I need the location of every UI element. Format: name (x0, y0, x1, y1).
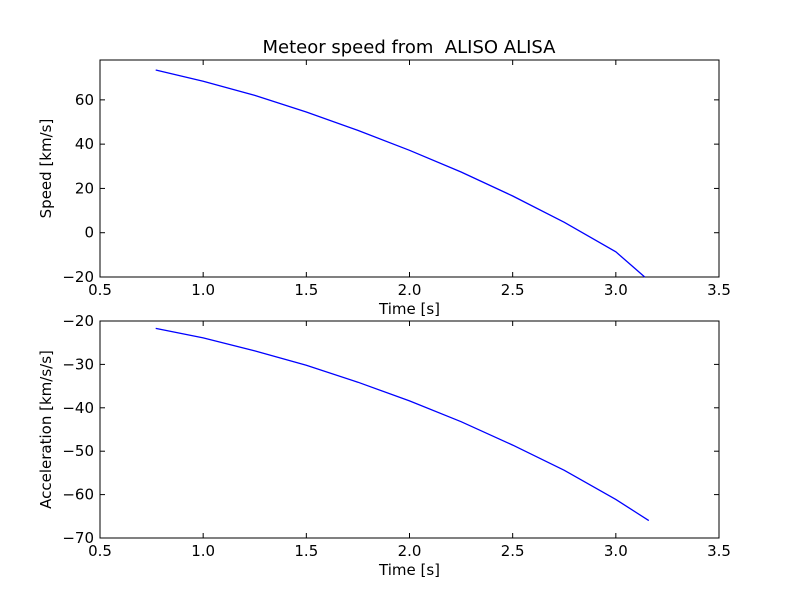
acceleration-xtick-label: 1.0 (191, 542, 215, 560)
speed-y-axis-label: Speed [km/s] (37, 119, 55, 219)
speed-xtick-label: 3.5 (707, 281, 731, 299)
acceleration-ytick-label: −20 (62, 312, 94, 330)
speed-xtick-label: 2.0 (398, 281, 422, 299)
speed-ytick-label: 20 (75, 179, 94, 197)
chart-title: Meteor speed from ALISO ALISA (263, 37, 557, 58)
speed-ytick-label: 0 (84, 224, 94, 242)
acceleration-xtick-label: 2.5 (501, 542, 525, 560)
acceleration-ytick-label: −70 (62, 529, 94, 547)
acceleration-series-line (155, 327, 650, 522)
acceleration-panel: 0.5 1.0 1.5 2.0 2.5 3.0 3.5 −20 −30 −40 −50 −60 −70 T… (37, 312, 731, 579)
speed-xtick-label: 1.0 (191, 281, 215, 299)
acceleration-xtick-label: 1.5 (294, 542, 318, 560)
speed-xtick-label: 1.5 (294, 281, 318, 299)
acceleration-xtick-label: 3.5 (707, 542, 731, 560)
speed-ytick-label: 40 (75, 135, 94, 153)
speed-ytick-label: 60 (75, 91, 94, 109)
speed-ytick-label: −20 (62, 268, 94, 286)
speed-xtick-label: 0.5 (88, 281, 112, 299)
speed-panel: 0.5 1.0 1.5 2.0 2.5 3.0 3.5 60 40 20 0 −20 Time [s] S… (37, 59, 731, 318)
speed-xtick-label: 2.5 (501, 281, 525, 299)
speed-series-line (155, 69, 646, 278)
acceleration-xtick-label: 2.0 (398, 542, 422, 560)
acceleration-ytick-label: −40 (62, 399, 94, 417)
acceleration-y-axis-label: Acceleration [km/s/s] (37, 350, 55, 509)
acceleration-ytick-label: −50 (62, 442, 94, 460)
acceleration-xtick-label: 3.0 (604, 542, 628, 560)
acceleration-xtick-label: 0.5 (88, 542, 112, 560)
acceleration-ytick-label: −60 (62, 486, 94, 504)
acceleration-ytick-label: −30 (62, 355, 94, 373)
acceleration-x-axis-label: Time [s] (378, 561, 440, 579)
speed-xtick-label: 3.0 (604, 281, 628, 299)
speed-x-axis-label: Time [s] (378, 300, 440, 318)
